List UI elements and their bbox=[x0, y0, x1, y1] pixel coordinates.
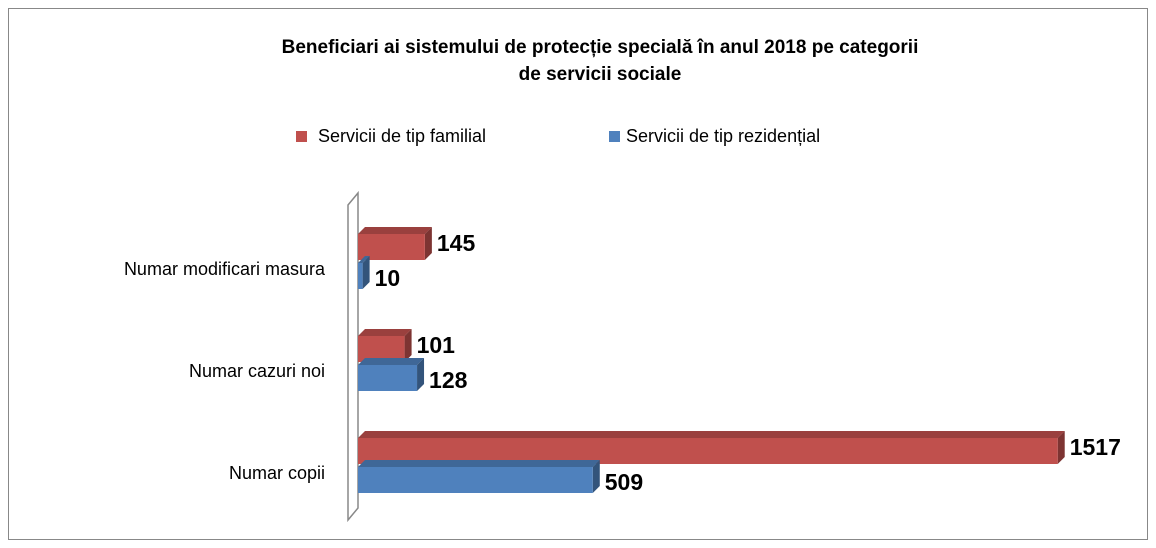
bar-top bbox=[358, 431, 1065, 438]
category-label: Numar cazuri noi bbox=[189, 361, 325, 381]
chart-title: Beneficiari ai sistemului de protecție s… bbox=[282, 37, 919, 85]
bar-side bbox=[417, 358, 425, 391]
data-label: 128 bbox=[429, 367, 468, 393]
bar bbox=[358, 336, 405, 362]
legend-swatch bbox=[296, 131, 307, 142]
bar-side bbox=[592, 460, 600, 493]
bar-top bbox=[358, 358, 425, 365]
data-label: 1517 bbox=[1070, 434, 1121, 460]
legend-label: Servicii de tip rezidențial bbox=[626, 126, 820, 146]
category-label: Numar copii bbox=[229, 463, 325, 483]
bar-side bbox=[1057, 431, 1065, 464]
bar bbox=[358, 365, 418, 391]
bar bbox=[358, 263, 363, 289]
data-label: 145 bbox=[437, 230, 476, 256]
bar-side bbox=[404, 329, 412, 362]
data-label: 10 bbox=[375, 265, 401, 291]
bar bbox=[358, 234, 425, 260]
bar-top bbox=[358, 256, 370, 263]
back-wall bbox=[347, 190, 359, 523]
bar-side bbox=[362, 256, 370, 289]
bar-top bbox=[358, 329, 412, 336]
bar bbox=[358, 438, 1058, 464]
data-label: 509 bbox=[605, 469, 643, 495]
bar-top bbox=[358, 460, 600, 467]
legend-swatch bbox=[609, 131, 620, 142]
category-label: Numar modificari masura bbox=[124, 259, 326, 279]
bar-top bbox=[358, 227, 432, 234]
data-label: 101 bbox=[417, 332, 456, 358]
bar-side bbox=[424, 227, 432, 260]
legend-label: Servicii de tip familial bbox=[318, 126, 486, 146]
bar bbox=[358, 467, 593, 493]
